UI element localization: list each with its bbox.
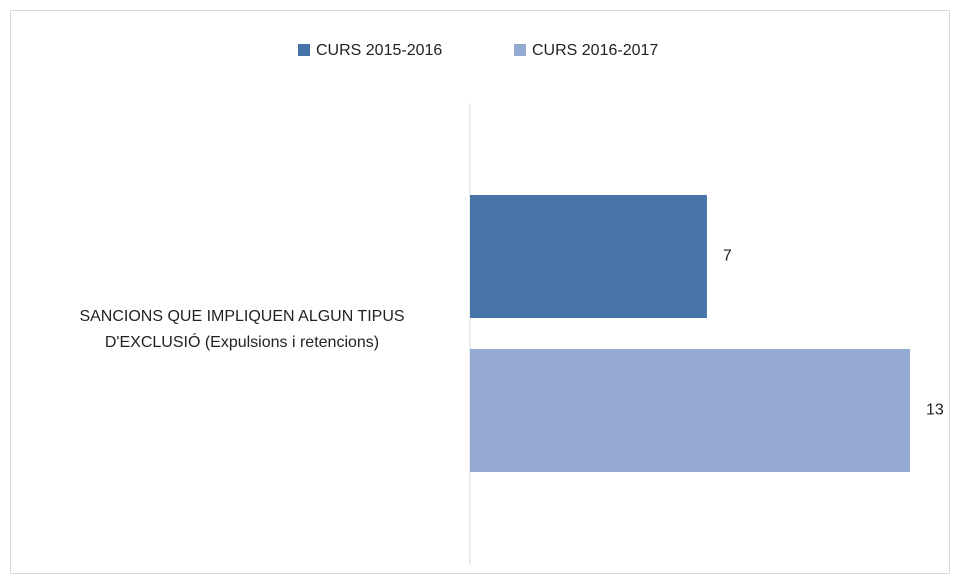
data-label: 13	[926, 402, 944, 419]
legend-label: CURS 2016-2017	[532, 42, 658, 59]
legend-label: CURS 2015-2016	[316, 42, 442, 59]
legend-swatch	[514, 44, 526, 56]
bar	[470, 195, 707, 318]
legend-swatch	[298, 44, 310, 56]
category-label: SANCIONS QUE IMPLIQUEN ALGUN TIPUS D'EXC…	[79, 308, 405, 351]
bar	[470, 349, 910, 472]
data-label: 7	[723, 248, 732, 265]
